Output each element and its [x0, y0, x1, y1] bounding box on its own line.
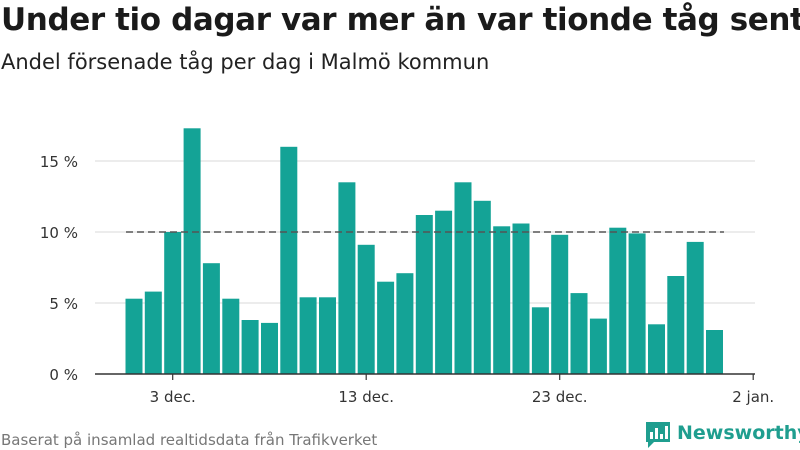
bar	[551, 234, 569, 374]
y-tick-label: 0 %	[49, 366, 78, 384]
bar	[415, 215, 433, 374]
bar	[473, 200, 491, 374]
bar	[589, 318, 607, 374]
bar	[222, 298, 240, 374]
bar	[261, 322, 278, 374]
bar	[667, 276, 685, 374]
y-tick-label: 10 %	[40, 224, 78, 242]
bar	[299, 297, 317, 374]
brand-name: Newsworthy	[677, 422, 800, 444]
bar	[435, 210, 453, 374]
bar	[686, 241, 704, 374]
newsworthy-chart-bubble-icon	[646, 422, 670, 448]
x-tick-label: 13 dec.	[338, 388, 394, 406]
bar	[396, 273, 414, 374]
bar	[493, 226, 511, 374]
bar	[183, 128, 201, 374]
y-tick-label: 5 %	[49, 295, 78, 313]
bar-chart: 0 % 5 % 10 % 15 % 3 dec. 13 dec. 23 dec. 2 jan…	[40, 128, 774, 406]
chart-title: Under tio dagar var mer än var tionde tå…	[1, 2, 800, 38]
bar	[125, 298, 143, 374]
bar	[319, 297, 336, 374]
bar	[531, 307, 549, 374]
bar	[454, 182, 472, 374]
bar	[202, 263, 220, 374]
bar	[164, 232, 182, 374]
bar	[280, 146, 298, 374]
x-tick-labels: 3 dec. 13 dec. 23 dec. 2 jan.	[150, 374, 774, 406]
bar	[377, 281, 395, 374]
x-tick-label: 2 jan.	[732, 388, 774, 406]
y-tick-label: 15 %	[40, 153, 78, 171]
bar	[512, 223, 530, 374]
bar	[144, 291, 162, 374]
bar	[338, 182, 356, 374]
y-tick-labels: 0 % 5 % 10 % 15 %	[40, 153, 78, 384]
bar	[357, 244, 375, 374]
bar	[628, 233, 646, 374]
bar	[570, 293, 588, 374]
bar	[706, 330, 723, 374]
source-note: Baserat på insamlad realtidsdata från Tr…	[1, 431, 378, 449]
bars	[125, 128, 723, 374]
bar	[609, 227, 627, 374]
x-tick-label: 3 dec.	[150, 388, 196, 406]
bar	[241, 320, 259, 374]
chart-subtitle: Andel försenade tåg per dag i Malmö komm…	[1, 50, 490, 74]
x-tick-label: 23 dec.	[532, 388, 588, 406]
bar	[648, 324, 665, 374]
newsworthy-logo[interactable]: Newsworthy	[644, 420, 800, 450]
